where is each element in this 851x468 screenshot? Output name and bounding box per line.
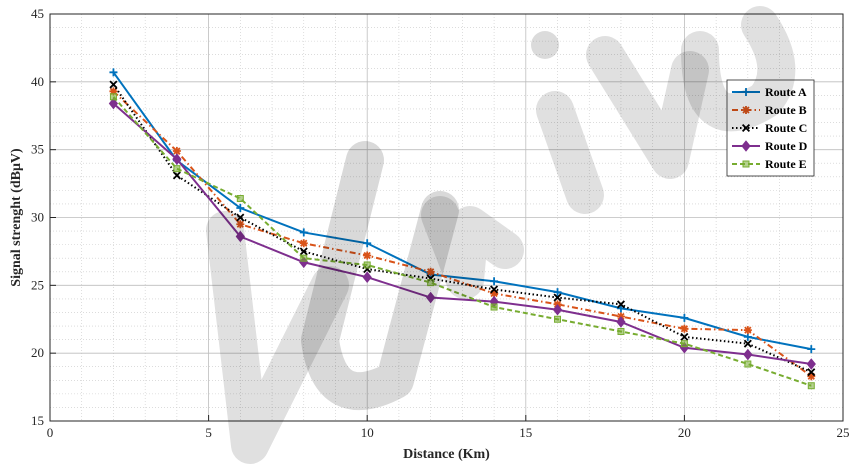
- y-tick-label: 30: [31, 210, 44, 225]
- data-point: [362, 271, 372, 283]
- data-point: [299, 239, 308, 248]
- data-point: [617, 327, 625, 335]
- data-point: [552, 303, 563, 316]
- data-point: [680, 313, 689, 322]
- data-point: [490, 285, 499, 294]
- legend-marker: [742, 160, 750, 168]
- data-point: [172, 147, 181, 156]
- legend-item: Route C: [732, 121, 807, 135]
- series-layer: [108, 68, 816, 390]
- x-tick-label: 0: [47, 425, 54, 440]
- data-point: [806, 358, 816, 370]
- x-tick-label: 10: [361, 425, 374, 440]
- data-point: [108, 97, 119, 110]
- data-point: [744, 360, 752, 368]
- data-point: [299, 247, 308, 256]
- data-point: [363, 251, 372, 260]
- series-line: [112, 102, 812, 366]
- series-route-c: [109, 80, 816, 377]
- data-point: [236, 213, 245, 222]
- series-line: [112, 90, 812, 378]
- data-point: [743, 339, 752, 348]
- data-point: [490, 289, 499, 298]
- x-tick-label: 15: [519, 425, 532, 440]
- y-tick-label: 45: [31, 6, 44, 21]
- data-point: [553, 288, 562, 297]
- data-point: [807, 345, 816, 354]
- y-axis-label: Signal strenght (dBμV): [9, 148, 24, 287]
- legend-marker: [741, 123, 751, 133]
- y-axis-ticks: 15 20 25 30 35 40 45: [31, 6, 56, 428]
- legend-label: Route E: [765, 157, 807, 171]
- legend-item: Route D: [732, 139, 808, 153]
- y-tick-label: 15: [31, 413, 44, 428]
- data-point: [172, 153, 182, 165]
- data-point: [490, 277, 499, 286]
- data-point: [490, 303, 498, 311]
- data-point: [173, 165, 181, 173]
- data-point: [236, 195, 244, 203]
- legend-marker: [741, 140, 751, 152]
- data-point: [426, 267, 435, 276]
- data-point: [425, 291, 436, 304]
- data-point: [363, 261, 371, 269]
- data-point: [743, 326, 752, 335]
- x-axis-label: Distance (Km): [403, 447, 490, 462]
- data-point: [743, 348, 753, 361]
- legend-label: Route C: [765, 121, 807, 135]
- data-point: [236, 204, 245, 213]
- legend-item: Route A: [732, 85, 807, 99]
- data-point: [807, 368, 816, 377]
- data-point: [554, 315, 562, 323]
- legend-label: Route D: [765, 139, 808, 153]
- y-tick-label: 40: [31, 74, 44, 89]
- x-tick-label: 5: [205, 425, 212, 440]
- series-line: [112, 96, 812, 387]
- legend-marker: [742, 88, 750, 96]
- legend-item: Route E: [732, 157, 807, 171]
- data-point: [109, 87, 118, 96]
- series-line: [112, 83, 812, 374]
- legend-label: Route A: [765, 85, 807, 99]
- data-point: [616, 316, 626, 328]
- data-point: [553, 293, 562, 302]
- data-point: [807, 372, 816, 381]
- data-point: [807, 382, 815, 390]
- y-tick-label: 20: [31, 345, 44, 360]
- legend-item: Route B: [732, 103, 807, 117]
- data-point: [616, 304, 625, 313]
- data-point: [616, 300, 625, 309]
- data-point: [109, 93, 117, 101]
- series-line: [112, 71, 812, 351]
- data-point: [680, 332, 689, 341]
- x-axis-ticks: 0 5 10 15 20 25: [47, 415, 850, 440]
- major-grid: [49, 13, 844, 422]
- data-point: [235, 230, 245, 243]
- data-point: [109, 68, 118, 77]
- y-tick-label: 25: [31, 277, 44, 292]
- data-point: [680, 324, 689, 333]
- data-point: [743, 332, 752, 341]
- data-point: [172, 171, 181, 180]
- legend: Route A Route B Route C Route D Route E: [726, 79, 815, 177]
- data-point: [363, 239, 372, 248]
- data-point: [680, 340, 688, 348]
- x-tick-label: 25: [837, 425, 850, 440]
- legend-marker: [742, 106, 750, 114]
- y-tick-label: 35: [31, 142, 44, 157]
- data-point: [109, 80, 118, 89]
- x-tick-label: 20: [678, 425, 691, 440]
- legend-label: Route B: [765, 103, 807, 117]
- series-route-e: [109, 93, 815, 390]
- data-point: [427, 279, 435, 287]
- data-point: [300, 254, 308, 262]
- data-point: [236, 220, 245, 229]
- data-point: [299, 228, 308, 237]
- series-route-a: [109, 68, 816, 354]
